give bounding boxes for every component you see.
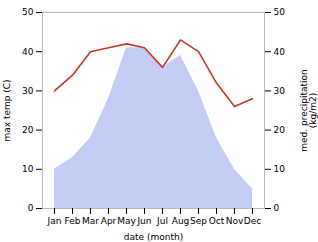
svg-text:30: 30 xyxy=(22,86,34,96)
svg-text:date (month): date (month) xyxy=(124,232,183,242)
svg-text:max temp (C): max temp (C) xyxy=(2,79,12,141)
svg-text:10: 10 xyxy=(22,164,34,174)
svg-text:40: 40 xyxy=(22,47,34,57)
svg-text:10: 10 xyxy=(274,164,286,174)
svg-text:30: 30 xyxy=(274,86,286,96)
svg-text:50: 50 xyxy=(22,7,34,17)
svg-text:Sep: Sep xyxy=(190,216,207,226)
svg-text:40: 40 xyxy=(274,47,286,57)
svg-text:Jun: Jun xyxy=(136,216,151,226)
svg-text:50: 50 xyxy=(274,7,286,17)
svg-text:Feb: Feb xyxy=(65,216,81,226)
svg-text:Jan: Jan xyxy=(47,216,62,226)
svg-text:Apr: Apr xyxy=(101,216,117,226)
svg-text:Nov: Nov xyxy=(226,216,244,226)
svg-text:Oct: Oct xyxy=(209,216,225,226)
svg-text:Dec: Dec xyxy=(244,216,261,226)
svg-text:Jul: Jul xyxy=(156,216,168,226)
svg-text:0: 0 xyxy=(28,203,34,213)
svg-text:20: 20 xyxy=(274,125,286,135)
svg-text:med. precipitation(kg/m2): med. precipitation(kg/m2) xyxy=(299,69,318,151)
svg-text:Aug: Aug xyxy=(172,216,190,226)
svg-text:May: May xyxy=(117,216,136,226)
svg-text:20: 20 xyxy=(22,125,34,135)
svg-text:Mar: Mar xyxy=(82,216,99,226)
svg-text:0: 0 xyxy=(274,203,280,213)
